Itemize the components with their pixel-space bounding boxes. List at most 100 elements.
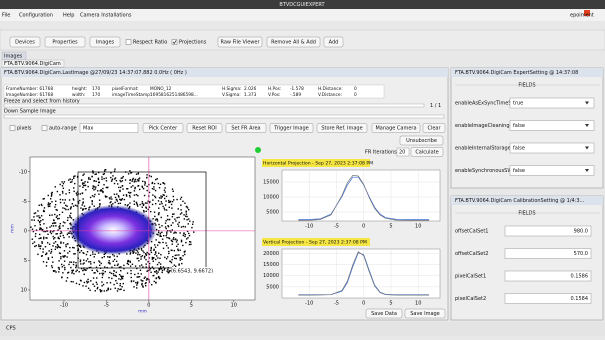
pixel [65, 199, 66, 200]
pixel [41, 215, 42, 216]
pixel [105, 196, 106, 197]
pixel [178, 217, 179, 218]
pixel [84, 282, 85, 283]
pixel [182, 245, 183, 246]
pixel [183, 232, 184, 233]
pixel [82, 198, 83, 199]
pixel [128, 192, 129, 193]
pixel [88, 178, 89, 179]
pixel [82, 202, 83, 203]
pixel [48, 206, 49, 207]
pixel [42, 219, 43, 220]
pixel [73, 261, 74, 262]
pixel [122, 188, 123, 189]
pixel [53, 243, 54, 244]
pixel [120, 266, 121, 267]
slider[interactable] [4, 115, 444, 118]
pixel [48, 204, 49, 205]
x-tick-label: -5 [334, 301, 339, 307]
pixel [62, 272, 63, 273]
pixel [50, 231, 51, 232]
pixel [146, 278, 147, 279]
pixel [69, 247, 70, 248]
pixel [114, 259, 115, 260]
pixel [95, 186, 96, 187]
field-name: offsetCalSet2 [455, 251, 488, 257]
pixel [40, 248, 41, 249]
pixel [46, 262, 47, 263]
pixel [73, 178, 74, 179]
pixel [30, 226, 31, 227]
pixel [128, 260, 129, 261]
pixel [119, 274, 120, 275]
pixel [45, 237, 46, 238]
plot-area [282, 170, 440, 221]
pixel [181, 212, 182, 213]
pixel [93, 186, 94, 187]
pixel [94, 194, 95, 195]
pixel [111, 198, 112, 199]
pixel [67, 272, 68, 273]
pixel [149, 269, 150, 270]
pixel [57, 218, 58, 219]
slider[interactable] [4, 104, 424, 107]
pixel [142, 255, 143, 256]
pixel [62, 192, 63, 193]
pixel [109, 263, 110, 264]
pixel [51, 265, 52, 266]
pixel [74, 175, 75, 176]
pixel [75, 205, 76, 206]
pixel [137, 258, 138, 259]
x-tick-label: 10 [415, 301, 421, 307]
checkbox[interactable] [172, 40, 177, 45]
pixel [146, 252, 147, 253]
pixel [142, 203, 143, 204]
pixel [137, 205, 138, 206]
pixel [65, 193, 66, 194]
checkbox[interactable] [126, 40, 131, 45]
pixel [164, 269, 165, 270]
pixel [82, 285, 83, 286]
pixel [154, 254, 155, 255]
pixel [51, 225, 52, 226]
pixel [95, 181, 96, 182]
pixel [114, 255, 115, 256]
checkbox[interactable] [10, 126, 15, 131]
pixel [186, 211, 187, 212]
pixel [146, 271, 147, 272]
pixel [37, 254, 38, 255]
pixel [94, 205, 95, 206]
pixel [105, 271, 106, 272]
pixel [90, 263, 91, 264]
pixel [180, 257, 181, 258]
toolbar-button-label: Properties [52, 40, 78, 46]
pixel [122, 180, 123, 181]
pixel [143, 188, 144, 189]
plot-area [282, 249, 440, 298]
pixel [73, 205, 74, 206]
pixel [109, 197, 110, 198]
pixel [117, 288, 118, 289]
pixel [126, 194, 127, 195]
pixel [49, 226, 50, 227]
checkbox[interactable] [42, 126, 47, 131]
pixel [52, 245, 53, 246]
pixel [113, 270, 114, 271]
pixel [161, 232, 162, 233]
pixel [143, 210, 144, 211]
pixel [130, 265, 131, 266]
pixel [71, 217, 72, 218]
pixel [137, 282, 138, 283]
pixel [171, 225, 172, 226]
pixel [154, 212, 155, 213]
pixel [175, 232, 176, 233]
pixel [70, 267, 71, 268]
info-cell: 170 [92, 86, 100, 92]
pixel [133, 280, 134, 281]
pixel [62, 191, 63, 192]
pixel [167, 269, 168, 270]
pixel [106, 290, 107, 291]
pixel [107, 256, 108, 257]
pixel [114, 168, 115, 169]
pixel [70, 213, 71, 214]
